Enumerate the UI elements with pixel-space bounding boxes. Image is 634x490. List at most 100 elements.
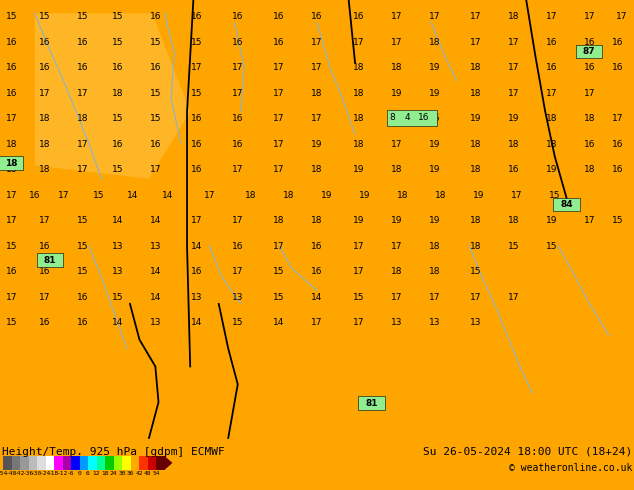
- Text: 17: 17: [191, 63, 202, 73]
- Text: 15: 15: [6, 12, 17, 22]
- Text: 17: 17: [508, 63, 519, 73]
- Text: 18: 18: [391, 165, 402, 174]
- Text: 17: 17: [273, 114, 285, 123]
- Text: 17: 17: [353, 267, 364, 276]
- Text: 17: 17: [273, 63, 285, 73]
- Text: 18: 18: [546, 114, 557, 123]
- Bar: [79, 456, 88, 470]
- Text: 17: 17: [6, 293, 17, 302]
- Text: 17: 17: [391, 12, 402, 22]
- Text: 16: 16: [612, 140, 624, 149]
- Text: 17: 17: [391, 242, 402, 251]
- Text: 18: 18: [397, 191, 408, 200]
- Bar: [88, 456, 96, 470]
- FancyBboxPatch shape: [37, 253, 63, 267]
- Text: 17: 17: [311, 114, 323, 123]
- Text: 14: 14: [162, 191, 174, 200]
- Text: 19: 19: [429, 63, 440, 73]
- Text: 42: 42: [135, 471, 143, 476]
- Bar: [29, 456, 37, 470]
- Text: 17: 17: [470, 38, 481, 47]
- Text: 18: 18: [429, 38, 440, 47]
- Text: 18: 18: [391, 267, 402, 276]
- Text: 18: 18: [429, 242, 440, 251]
- FancyBboxPatch shape: [576, 45, 602, 58]
- Text: 14: 14: [127, 191, 139, 200]
- FancyBboxPatch shape: [358, 396, 385, 410]
- Text: 17: 17: [6, 114, 17, 123]
- Text: 17: 17: [204, 191, 215, 200]
- Text: 18: 18: [391, 63, 402, 73]
- Text: 15: 15: [612, 216, 624, 225]
- Text: 16: 16: [39, 63, 50, 73]
- Text: 17: 17: [77, 89, 88, 98]
- Bar: [20, 456, 29, 470]
- Text: 16: 16: [508, 165, 519, 174]
- Text: 18: 18: [584, 165, 595, 174]
- Text: 17: 17: [232, 63, 243, 73]
- Text: 8: 8: [389, 114, 395, 122]
- Text: 15: 15: [150, 38, 161, 47]
- Text: 19: 19: [391, 216, 402, 225]
- Bar: [105, 456, 113, 470]
- Text: 84: 84: [560, 200, 573, 209]
- Text: 14: 14: [150, 216, 161, 225]
- Text: 16: 16: [77, 63, 88, 73]
- Text: 18: 18: [273, 216, 285, 225]
- Text: 16: 16: [191, 140, 202, 149]
- Text: 15: 15: [546, 242, 557, 251]
- Text: -42: -42: [15, 471, 25, 476]
- Text: 18: 18: [101, 471, 109, 476]
- Text: 15: 15: [353, 293, 364, 302]
- Text: 15: 15: [77, 12, 88, 22]
- Text: 13: 13: [232, 293, 243, 302]
- Text: 15: 15: [191, 89, 202, 98]
- Text: 16: 16: [584, 140, 595, 149]
- Text: 17: 17: [391, 140, 402, 149]
- Text: 18: 18: [6, 165, 17, 174]
- Text: 14: 14: [273, 318, 285, 327]
- Text: 17: 17: [39, 293, 50, 302]
- Text: 16: 16: [311, 242, 323, 251]
- Text: 13: 13: [391, 318, 402, 327]
- Text: 16: 16: [191, 267, 202, 276]
- Text: 16: 16: [612, 165, 624, 174]
- Text: 16: 16: [150, 140, 161, 149]
- Text: -30: -30: [31, 471, 42, 476]
- Bar: [54, 456, 63, 470]
- Text: 19: 19: [508, 114, 519, 123]
- Text: 16: 16: [6, 38, 17, 47]
- Text: 14: 14: [150, 293, 161, 302]
- Text: 15: 15: [6, 318, 17, 327]
- Text: 19: 19: [321, 191, 332, 200]
- Bar: [96, 456, 105, 470]
- Text: 18: 18: [353, 63, 364, 73]
- Text: 15: 15: [112, 293, 123, 302]
- Text: 18: 18: [584, 114, 595, 123]
- Text: 15: 15: [508, 242, 519, 251]
- Text: 54: 54: [152, 471, 160, 476]
- Text: 18: 18: [429, 267, 440, 276]
- Bar: [37, 456, 46, 470]
- Polygon shape: [164, 456, 172, 470]
- Text: 15: 15: [273, 293, 285, 302]
- Text: 17: 17: [511, 191, 522, 200]
- Text: 17: 17: [612, 114, 624, 123]
- Bar: [63, 456, 71, 470]
- Text: 13: 13: [191, 293, 202, 302]
- Text: 16: 16: [77, 293, 88, 302]
- Bar: [46, 456, 54, 470]
- Text: 19: 19: [311, 140, 323, 149]
- Text: 18: 18: [112, 89, 123, 98]
- Text: 16: 16: [612, 63, 624, 73]
- Text: 17: 17: [232, 267, 243, 276]
- Text: 15: 15: [93, 191, 104, 200]
- Text: 18: 18: [470, 216, 481, 225]
- Text: 87: 87: [583, 47, 595, 56]
- Bar: [131, 456, 139, 470]
- Text: 18: 18: [39, 140, 50, 149]
- Text: 16: 16: [6, 267, 17, 276]
- Bar: [11, 456, 20, 470]
- Text: 17: 17: [39, 89, 50, 98]
- Text: 16: 16: [6, 63, 17, 73]
